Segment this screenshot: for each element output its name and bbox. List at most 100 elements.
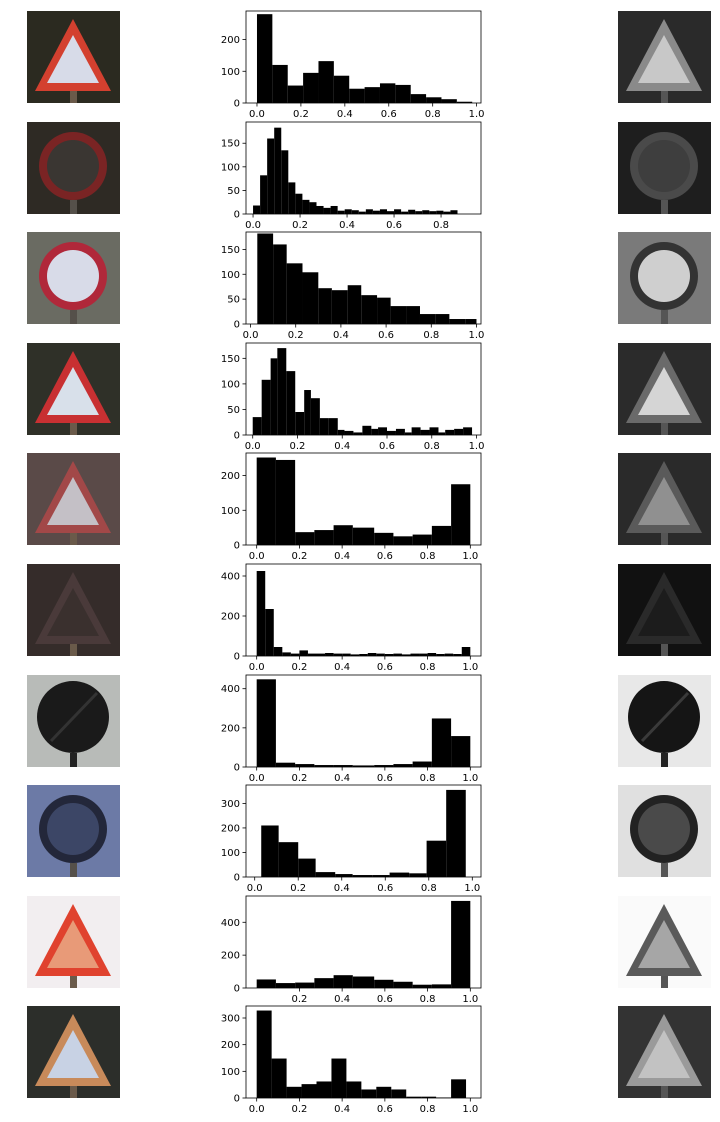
histogram-bar <box>316 205 324 214</box>
x-tick-label: 1.0 <box>469 330 485 341</box>
sign-image-color <box>27 11 120 103</box>
histogram-bar <box>435 314 450 325</box>
figure-row: 0.0 0.2 0.4 0.6 0.8 1.0 0 200 400 <box>0 674 720 785</box>
x-tick-label: 0.0 <box>243 330 259 341</box>
sign-image-color <box>27 564 120 656</box>
y-tick-label: 100 <box>221 1067 240 1078</box>
histogram-bar <box>295 411 305 435</box>
x-tick-label: 0.2 <box>293 109 309 120</box>
x-tick-label: 0.6 <box>377 994 393 1005</box>
histogram-chart: 0.0 0.2 0.4 0.6 0.8 0 50 100 150 <box>221 121 482 231</box>
y-tick-label: 100 <box>221 162 240 173</box>
histogram-bar <box>298 858 316 878</box>
histogram-bar <box>410 94 427 103</box>
histogram-bar <box>333 525 353 546</box>
histogram-bar <box>422 209 430 214</box>
histogram-bar <box>438 432 446 435</box>
histogram-bar <box>372 210 380 214</box>
histogram-bar <box>463 427 473 435</box>
histogram-bar <box>352 875 373 878</box>
histogram-bar <box>393 653 402 656</box>
histogram-bar <box>318 61 334 103</box>
histogram-bar <box>278 842 299 878</box>
histogram-bar <box>319 417 329 435</box>
histogram-bar <box>273 244 287 325</box>
histogram-bar <box>271 1058 287 1099</box>
histogram-bar <box>349 88 365 103</box>
histogram-bar <box>330 205 338 214</box>
histogram-bar <box>445 429 455 435</box>
sign-image-grayscale <box>618 1006 711 1099</box>
y-tick-label: 200 <box>221 612 240 623</box>
x-tick-label: 1.0 <box>462 1104 478 1115</box>
x-tick-label: 1.0 <box>469 109 485 120</box>
x-tick-label: 0.0 <box>249 662 265 673</box>
sign-image-color <box>27 674 120 767</box>
histogram-bar <box>412 534 432 546</box>
histogram-bar <box>337 210 345 214</box>
x-tick-label: 0.2 <box>288 330 304 341</box>
histogram-bar <box>374 533 394 546</box>
histogram-bar <box>256 1010 272 1099</box>
histogram-bar <box>352 528 375 546</box>
histogram-bar <box>299 650 308 656</box>
y-tick-label: 200 <box>221 471 240 482</box>
sign-image-color <box>27 232 120 325</box>
histogram-bar <box>351 209 359 214</box>
x-tick-label: 0.6 <box>377 662 393 673</box>
histogram-bar <box>309 201 317 214</box>
histogram-bar <box>446 790 466 878</box>
histogram-bar <box>429 210 437 214</box>
x-tick-label: 0.8 <box>433 220 449 231</box>
histogram-bar <box>412 984 432 988</box>
histogram-bar <box>395 84 411 103</box>
x-tick-label: 0.4 <box>334 883 350 894</box>
histogram-bar <box>393 536 413 546</box>
x-tick-label: 0.0 <box>245 220 261 231</box>
histogram-bar <box>333 653 343 656</box>
x-tick-label: 1.0 <box>462 773 478 784</box>
histogram-bar <box>372 875 390 878</box>
histogram-bar <box>450 209 458 214</box>
x-tick-label: 0.2 <box>292 220 308 231</box>
figure-row: 0.0 0.2 0.4 0.6 0.8 1.0 0 100 200 <box>0 10 720 121</box>
histogram-bar <box>421 1097 437 1099</box>
y-tick-label: 150 <box>221 138 240 149</box>
histogram-bar <box>272 64 288 103</box>
sign-image-grayscale <box>618 674 711 767</box>
histogram-bar <box>358 211 366 214</box>
x-tick-label: 1.0 <box>462 994 478 1005</box>
histogram-bar <box>295 763 315 767</box>
figure-row: 0.0 0.2 0.4 0.6 0.8 1.0 0 100 200 300 <box>0 1005 720 1116</box>
plot-frame <box>245 784 482 878</box>
histogram-bar <box>361 295 378 325</box>
plot-frame <box>245 1005 482 1099</box>
histogram-bar <box>344 430 354 435</box>
x-tick-label: 0.6 <box>378 330 394 341</box>
histogram-bar <box>301 1084 317 1099</box>
histogram-bar <box>411 427 421 435</box>
histogram-bar <box>454 428 464 435</box>
histogram-bar <box>333 974 353 988</box>
histogram-bar <box>395 428 405 435</box>
histogram-bar <box>441 99 457 103</box>
histogram-chart: 0.0 0.2 0.4 0.6 0.8 1.0 0 200 400 <box>221 563 482 673</box>
histogram-bar <box>274 127 282 214</box>
histogram-bar <box>337 429 345 435</box>
histogram-bar <box>390 306 407 325</box>
histogram-bar <box>295 532 315 546</box>
histogram-bar <box>376 653 385 656</box>
histogram-bar <box>286 263 303 325</box>
histogram-bar <box>256 678 276 767</box>
sign-image-grayscale <box>618 453 711 546</box>
histogram-bar <box>451 900 471 988</box>
histogram-bar <box>408 209 416 214</box>
x-tick-label: 1.0 <box>462 551 478 562</box>
histogram-bar <box>443 211 451 214</box>
y-tick-label: 50 <box>227 295 240 306</box>
histogram-bar <box>409 873 427 878</box>
histogram-bar <box>419 653 428 656</box>
y-tick-label: 50 <box>227 405 240 416</box>
histogram-bar <box>256 979 276 988</box>
histogram-bar <box>406 1097 422 1099</box>
